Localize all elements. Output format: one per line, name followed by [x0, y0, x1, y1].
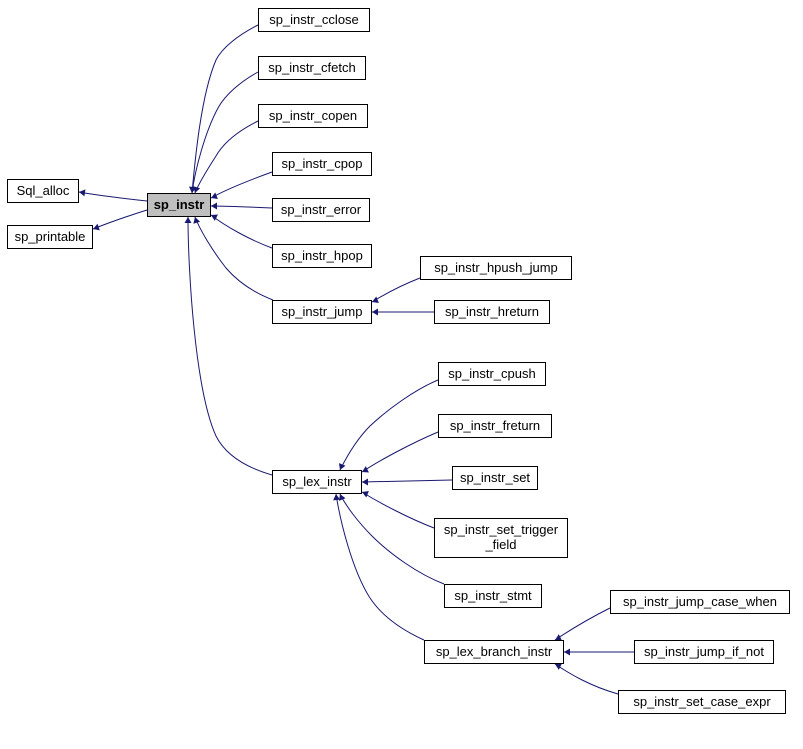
- edge-sp_instr_set_trg-to-sp_lex_instr: [362, 492, 434, 528]
- node-sp_instr_stmt[interactable]: sp_instr_stmt: [444, 584, 542, 608]
- edge-sp_instr_set-to-sp_lex_instr: [362, 480, 452, 482]
- node-sp_instr_error[interactable]: sp_instr_error: [272, 198, 370, 222]
- edge-sp_instr_hpush-to-sp_instr_jump: [372, 278, 420, 302]
- arrowhead-icon: [193, 217, 200, 224]
- arrowhead-icon: [211, 193, 218, 199]
- edge-sp_instr_cclose-to-sp_instr: [192, 25, 258, 193]
- node-sp_instr_copen[interactable]: sp_instr_copen: [258, 104, 368, 128]
- node-sp_instr_hreturn[interactable]: sp_instr_hreturn: [434, 300, 550, 324]
- edge-sp_instr_stmt-to-sp_lex_instr: [340, 494, 444, 584]
- arrowhead-icon: [362, 479, 368, 486]
- arrowhead-icon: [362, 466, 369, 472]
- edge-sp_lex_branch-to-sp_lex_instr: [336, 494, 424, 640]
- edge-sp_instr_sce-to-sp_lex_branch: [555, 664, 618, 694]
- arrowhead-icon: [211, 203, 217, 210]
- arrowhead-icon: [333, 494, 340, 500]
- edge-sp_lex_instr-to-sp_instr: [188, 217, 272, 475]
- edge-sp_instr_cpush-to-sp_lex_instr: [340, 380, 438, 470]
- arrowhead-icon: [555, 664, 562, 670]
- node-sp_instr_hpush[interactable]: sp_instr_hpush_jump: [420, 256, 572, 280]
- edges-layer: [0, 0, 803, 749]
- node-sp_lex_branch[interactable]: sp_lex_branch_instr: [424, 640, 564, 664]
- node-sp_instr_cpop[interactable]: sp_instr_cpop: [272, 152, 372, 176]
- node-sp_instr[interactable]: sp_instr: [147, 193, 211, 217]
- node-sp_instr_cpush[interactable]: sp_instr_cpush: [438, 362, 546, 386]
- edge-sp_instr_cpop-to-sp_instr: [211, 172, 272, 198]
- node-sp_instr_sce[interactable]: sp_instr_set_case_expr: [618, 690, 786, 714]
- node-sql_alloc[interactable]: Sql_alloc: [7, 179, 79, 203]
- node-sp_instr_jcw[interactable]: sp_instr_jump_case_when: [610, 590, 790, 614]
- arrowhead-icon: [372, 309, 378, 316]
- edge-sp_instr_cfetch-to-sp_instr: [192, 72, 258, 193]
- edge-sp_instr_jcw-to-sp_lex_branch: [555, 608, 610, 640]
- edge-sp_instr_copen-to-sp_instr: [195, 121, 258, 193]
- arrowhead-icon: [362, 491, 369, 497]
- arrowhead-icon: [93, 224, 100, 231]
- arrowhead-icon: [79, 189, 85, 196]
- edge-sp_instr-to-sp_printable: [93, 210, 147, 229]
- arrowhead-icon: [211, 215, 218, 221]
- node-sp_lex_instr[interactable]: sp_lex_instr: [272, 470, 362, 494]
- arrowhead-icon: [193, 186, 200, 193]
- node-sp_instr_jump[interactable]: sp_instr_jump: [272, 300, 372, 324]
- arrowhead-icon: [339, 494, 345, 501]
- edge-sp_instr_hpop-to-sp_instr: [211, 215, 272, 248]
- node-sp_instr_jin[interactable]: sp_instr_jump_if_not: [634, 640, 774, 664]
- node-sp_instr_set[interactable]: sp_instr_set: [452, 466, 538, 490]
- arrowhead-icon: [372, 297, 379, 303]
- node-sp_instr_freturn[interactable]: sp_instr_freturn: [438, 414, 552, 438]
- node-sp_printable[interactable]: sp_printable: [7, 225, 93, 249]
- edge-sp_instr_error-to-sp_instr: [211, 206, 272, 208]
- node-sp_instr_set_trg[interactable]: sp_instr_set_trigger _field: [434, 518, 568, 558]
- arrowhead-icon: [339, 463, 345, 470]
- arrowhead-icon: [185, 217, 192, 223]
- edge-sp_instr_jump-to-sp_instr: [195, 217, 273, 300]
- edge-sp_instr-to-sql_alloc: [79, 192, 147, 201]
- edge-sp_instr_freturn-to-sp_lex_instr: [362, 432, 438, 472]
- arrowhead-icon: [564, 649, 570, 656]
- node-sp_instr_cfetch[interactable]: sp_instr_cfetch: [258, 56, 366, 80]
- node-sp_instr_cclose[interactable]: sp_instr_cclose: [258, 8, 370, 32]
- node-sp_instr_hpop[interactable]: sp_instr_hpop: [272, 244, 372, 268]
